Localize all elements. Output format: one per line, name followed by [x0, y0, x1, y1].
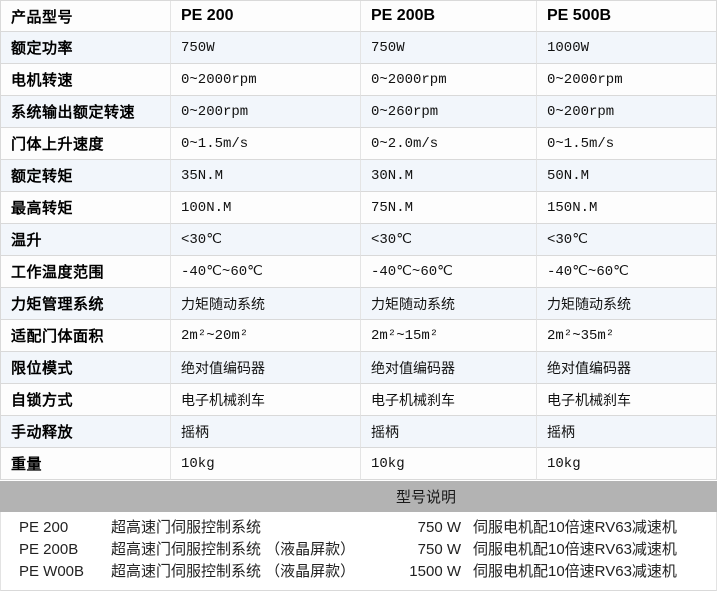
legend-model: PE 200B [19, 541, 79, 558]
row-value: 1000W [537, 32, 716, 64]
table-row: 工作温度范围 -40℃~60℃ -40℃~60℃ -40℃~60℃ [1, 256, 716, 288]
row-value: 30N.M [361, 160, 537, 192]
row-value: 绝对值编码器 [171, 352, 361, 384]
row-value: 10kg [171, 448, 361, 480]
row-value: 电子机械刹车 [537, 384, 716, 416]
legend-power: 750 W [417, 541, 461, 558]
row-label: 电机转速 [1, 64, 171, 96]
row-value: 2m²~20m² [171, 320, 361, 352]
row-value: 绝对值编码器 [361, 352, 537, 384]
table-header-row: 产品型号 PE 200 PE 200B PE 500B [1, 1, 716, 32]
table-row: 门体上升速度 0~1.5m/s 0~2.0m/s 0~1.5m/s [1, 128, 716, 160]
row-value: -40℃~60℃ [537, 256, 716, 288]
legend-description: 超高速门伺服控制系统 （液晶屏款） [111, 563, 356, 580]
table-row: 额定功率 750W 750W 1000W [1, 32, 716, 64]
row-value: 力矩随动系统 [537, 288, 716, 320]
row-value: -40℃~60℃ [361, 256, 537, 288]
row-label: 额定功率 [1, 32, 171, 64]
row-value: 摇柄 [171, 416, 361, 448]
table-row: 最高转矩 100N.M 75N.M 150N.M [1, 192, 716, 224]
row-label: 力矩管理系统 [1, 288, 171, 320]
header-col-pe500b: PE 500B [537, 1, 716, 32]
row-value: 摇柄 [537, 416, 716, 448]
legend-motor: 伺服电机配10倍速RV63减速机 [473, 563, 677, 580]
row-value: <30℃ [537, 224, 716, 256]
legend-model: PE 200 [19, 519, 69, 536]
row-label: 门体上升速度 [1, 128, 171, 160]
header-label: 产品型号 [1, 1, 171, 32]
row-value: 35N.M [171, 160, 361, 192]
row-value: <30℃ [171, 224, 361, 256]
row-value: 摇柄 [361, 416, 537, 448]
row-label: 最高转矩 [1, 192, 171, 224]
row-label: 额定转矩 [1, 160, 171, 192]
header-col-pe200b: PE 200B [361, 1, 537, 32]
row-value: 0~260rpm [361, 96, 537, 128]
row-value: 0~2.0m/s [361, 128, 537, 160]
legend-power: 750 W [417, 519, 461, 536]
row-value: 0~1.5m/s [537, 128, 716, 160]
row-value: 150N.M [537, 192, 716, 224]
row-value: 电子机械刹车 [361, 384, 537, 416]
legend-model: PE W00B [19, 563, 85, 580]
row-label: 限位模式 [1, 352, 171, 384]
row-value: 2m²~35m² [537, 320, 716, 352]
row-label: 自锁方式 [1, 384, 171, 416]
legend-row: PE 200 超高速门伺服控制系统 750 W 伺服电机配10倍速RV63减速机 [19, 517, 716, 539]
legend-header-band: 型号说明 [0, 481, 717, 512]
legend-description: 超高速门伺服控制系统 [111, 519, 262, 536]
row-value: -40℃~60℃ [171, 256, 361, 288]
table-row: 自锁方式 电子机械刹车 电子机械刹车 电子机械刹车 [1, 384, 716, 416]
row-value: 750W [171, 32, 361, 64]
row-label: 重量 [1, 448, 171, 480]
row-value: 电子机械刹车 [171, 384, 361, 416]
table-row: 重量 10kg 10kg 10kg [1, 448, 716, 480]
row-value: 75N.M [361, 192, 537, 224]
table-row: 手动释放 摇柄 摇柄 摇柄 [1, 416, 716, 448]
table-row: 温升 <30℃ <30℃ <30℃ [1, 224, 716, 256]
legend-power: 1500 W [409, 563, 461, 580]
table-row: 额定转矩 35N.M 30N.M 50N.M [1, 160, 716, 192]
legend-title: 型号说明 [395, 489, 456, 506]
row-value: 0~2000rpm [361, 64, 537, 96]
row-value: 750W [361, 32, 537, 64]
row-value: 力矩随动系统 [171, 288, 361, 320]
header-col-pe200: PE 200 [171, 1, 361, 32]
product-spec-table: 产品型号 PE 200 PE 200B PE 500B 额定功率 750W 75… [0, 0, 717, 480]
legend-motor: 伺服电机配10倍速RV63减速机 [473, 541, 677, 558]
table-row: 适配门体面积 2m²~20m² 2m²~15m² 2m²~35m² [1, 320, 716, 352]
row-label: 手动释放 [1, 416, 171, 448]
legend-section: PE 200 超高速门伺服控制系统 750 W 伺服电机配10倍速RV63减速机… [0, 512, 717, 591]
row-value: 0~2000rpm [171, 64, 361, 96]
row-value: 0~2000rpm [537, 64, 716, 96]
row-label: 系统输出额定转速 [1, 96, 171, 128]
row-value: 0~1.5m/s [171, 128, 361, 160]
row-value: 力矩随动系统 [361, 288, 537, 320]
legend-description: 超高速门伺服控制系统 （液晶屏款） [111, 541, 356, 558]
table-row: 限位模式 绝对值编码器 绝对值编码器 绝对值编码器 [1, 352, 716, 384]
table-row: 力矩管理系统 力矩随动系统 力矩随动系统 力矩随动系统 [1, 288, 716, 320]
legend-row: PE 200B 超高速门伺服控制系统 （液晶屏款） 750 W 伺服电机配10倍… [19, 539, 716, 561]
row-value: 绝对值编码器 [537, 352, 716, 384]
row-label: 适配门体面积 [1, 320, 171, 352]
row-value: 2m²~15m² [361, 320, 537, 352]
spec-rows: 额定功率 750W 750W 1000W 电机转速 0~2000rpm 0~20… [1, 32, 716, 480]
table-row: 电机转速 0~2000rpm 0~2000rpm 0~2000rpm [1, 64, 716, 96]
row-value: 50N.M [537, 160, 716, 192]
row-value: 0~200rpm [537, 96, 716, 128]
row-label: 温升 [1, 224, 171, 256]
table-row: 系统输出额定转速 0~200rpm 0~260rpm 0~200rpm [1, 96, 716, 128]
row-value: 100N.M [171, 192, 361, 224]
row-label: 工作温度范围 [1, 256, 171, 288]
legend-row: PE W00B 超高速门伺服控制系统 （液晶屏款） 1500 W 伺服电机配10… [19, 561, 716, 583]
row-value: 0~200rpm [171, 96, 361, 128]
row-value: 10kg [537, 448, 716, 480]
legend-motor: 伺服电机配10倍速RV63减速机 [473, 519, 677, 536]
row-value: <30℃ [361, 224, 537, 256]
row-value: 10kg [361, 448, 537, 480]
